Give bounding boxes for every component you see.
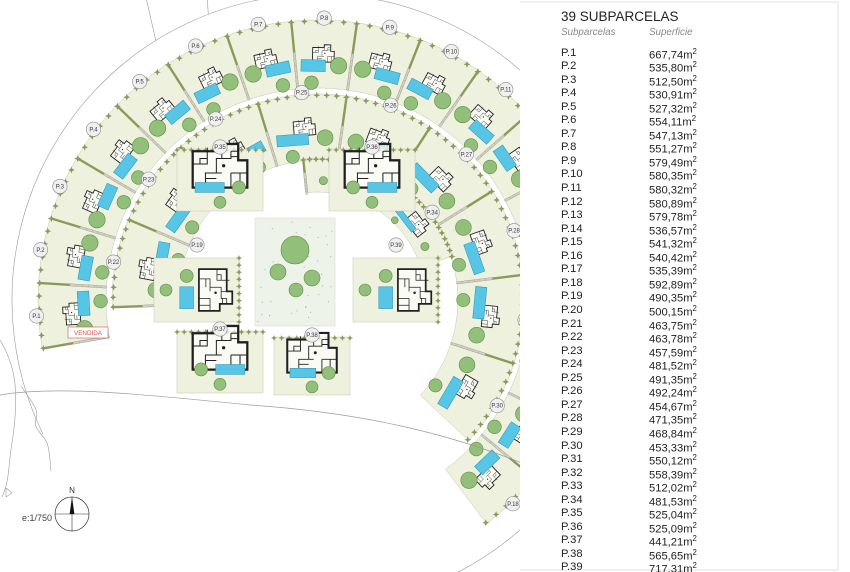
svg-text:P.29: P.29 [519, 318, 520, 324]
svg-text:N: N [69, 486, 75, 495]
svg-text:P.35: P.35 [214, 145, 226, 151]
svg-text:P.37: P.37 [214, 327, 226, 333]
svg-text:P.10: P.10 [446, 50, 458, 56]
svg-text:P.25: P.25 [296, 91, 308, 97]
svg-text:P.2: P.2 [36, 248, 45, 254]
svg-text:P.1: P.1 [32, 314, 41, 320]
svg-text:P.23: P.23 [143, 177, 155, 183]
svg-text:P.26: P.26 [385, 103, 397, 109]
svg-text:P.5: P.5 [135, 80, 144, 86]
svg-text:P.39: P.39 [390, 243, 402, 249]
svg-text:P.34: P.34 [426, 210, 438, 216]
svg-text:P.27: P.27 [461, 152, 473, 158]
svg-text:P.8: P.8 [320, 16, 329, 22]
svg-text:P.4: P.4 [89, 127, 98, 133]
svg-text:P.9: P.9 [386, 25, 395, 31]
svg-text:P.22: P.22 [108, 260, 120, 266]
svg-text:P.18: P.18 [507, 502, 519, 508]
svg-text:P.3: P.3 [56, 185, 65, 191]
svg-text:P.19: P.19 [191, 243, 203, 249]
svg-text:P.11: P.11 [500, 88, 512, 94]
svg-text:P.6: P.6 [191, 44, 200, 50]
svg-text:e:1/750: e:1/750 [22, 513, 52, 523]
svg-text:P.38: P.38 [306, 333, 318, 339]
svg-text:P.36: P.36 [366, 145, 378, 151]
svg-text:VENDIDA: VENDIDA [74, 330, 103, 337]
svg-text:P.30: P.30 [491, 404, 503, 410]
svg-text:P.28: P.28 [508, 229, 520, 235]
svg-text:P.24: P.24 [210, 117, 222, 123]
svg-text:P.7: P.7 [254, 23, 263, 29]
